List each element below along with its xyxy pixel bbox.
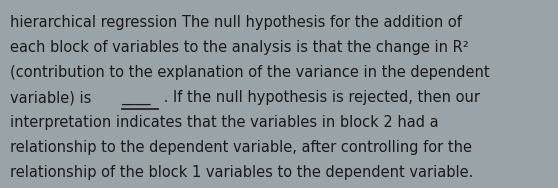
Text: relationship of the block 1 variables to the dependent variable.: relationship of the block 1 variables to… bbox=[10, 165, 473, 180]
Text: relationship to the dependent variable, after controlling for the: relationship to the dependent variable, … bbox=[10, 140, 472, 155]
Text: interpretation indicates that the variables in block 2 had a: interpretation indicates that the variab… bbox=[10, 115, 439, 130]
Text: hierarchical regression The null hypothesis for the addition of: hierarchical regression The null hypothe… bbox=[10, 15, 462, 30]
Text: variable) is: variable) is bbox=[10, 90, 96, 105]
Text: each block of variables to the analysis is that the change in R²: each block of variables to the analysis … bbox=[10, 40, 469, 55]
Text: . If the null hypothesis is rejected, then our: . If the null hypothesis is rejected, th… bbox=[159, 90, 480, 105]
Text: ____: ____ bbox=[121, 90, 151, 105]
Text: (contribution to the explanation of the variance in the dependent: (contribution to the explanation of the … bbox=[10, 65, 490, 80]
